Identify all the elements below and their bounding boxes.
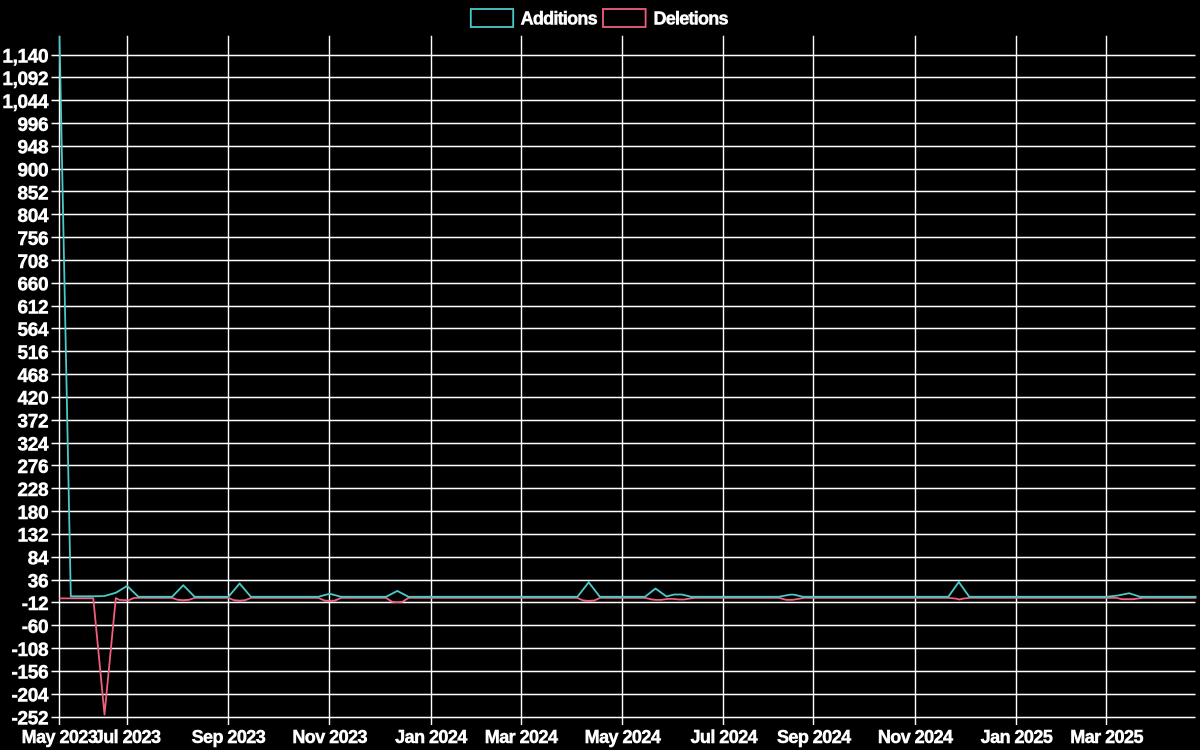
svg-text:Jul 2024: Jul 2024 [690, 727, 757, 747]
svg-text:852: 852 [18, 183, 49, 204]
svg-text:564: 564 [18, 320, 49, 341]
svg-text:Jul 2023: Jul 2023 [94, 727, 161, 747]
svg-text:-108: -108 [12, 640, 49, 661]
svg-text:756: 756 [18, 229, 49, 250]
svg-text:-60: -60 [22, 617, 48, 638]
svg-text:372: 372 [18, 412, 49, 433]
svg-text:1,044: 1,044 [2, 92, 49, 113]
svg-text:420: 420 [18, 389, 49, 410]
svg-text:84: 84 [28, 549, 49, 570]
svg-text:Sep 2023: Sep 2023 [192, 727, 266, 747]
svg-text:Mar 2024: Mar 2024 [485, 727, 558, 747]
svg-text:-12: -12 [22, 594, 48, 615]
svg-text:660: 660 [18, 275, 49, 296]
svg-text:Jan 2024: Jan 2024 [395, 727, 467, 747]
svg-text:Nov 2023: Nov 2023 [292, 727, 367, 747]
svg-text:May 2023: May 2023 [22, 727, 98, 747]
svg-text:708: 708 [18, 252, 49, 273]
svg-text:1,140: 1,140 [2, 46, 48, 67]
svg-text:36: 36 [28, 571, 48, 592]
svg-text:Jan 2025: Jan 2025 [981, 727, 1053, 747]
svg-text:May 2024: May 2024 [585, 727, 661, 747]
svg-text:-204: -204 [12, 685, 49, 706]
svg-text:324: 324 [18, 434, 49, 455]
svg-text:516: 516 [18, 343, 49, 364]
svg-text:Nov 2024: Nov 2024 [878, 727, 953, 747]
svg-text:996: 996 [18, 115, 49, 136]
svg-text:Sep 2024: Sep 2024 [777, 727, 851, 747]
svg-text:-252: -252 [12, 708, 49, 729]
svg-text:468: 468 [18, 366, 49, 387]
svg-text:804: 804 [18, 206, 49, 227]
svg-text:Deletions: Deletions [654, 8, 729, 28]
svg-text:180: 180 [18, 503, 49, 524]
svg-text:900: 900 [18, 160, 49, 181]
svg-text:Mar 2025: Mar 2025 [1070, 727, 1143, 747]
svg-text:Additions: Additions [521, 8, 598, 28]
svg-text:228: 228 [18, 480, 49, 501]
svg-text:1,092: 1,092 [2, 69, 48, 90]
svg-text:-156: -156 [12, 663, 49, 684]
svg-text:132: 132 [18, 526, 49, 547]
svg-text:276: 276 [18, 457, 49, 478]
svg-text:612: 612 [18, 297, 49, 318]
svg-text:948: 948 [18, 138, 49, 159]
